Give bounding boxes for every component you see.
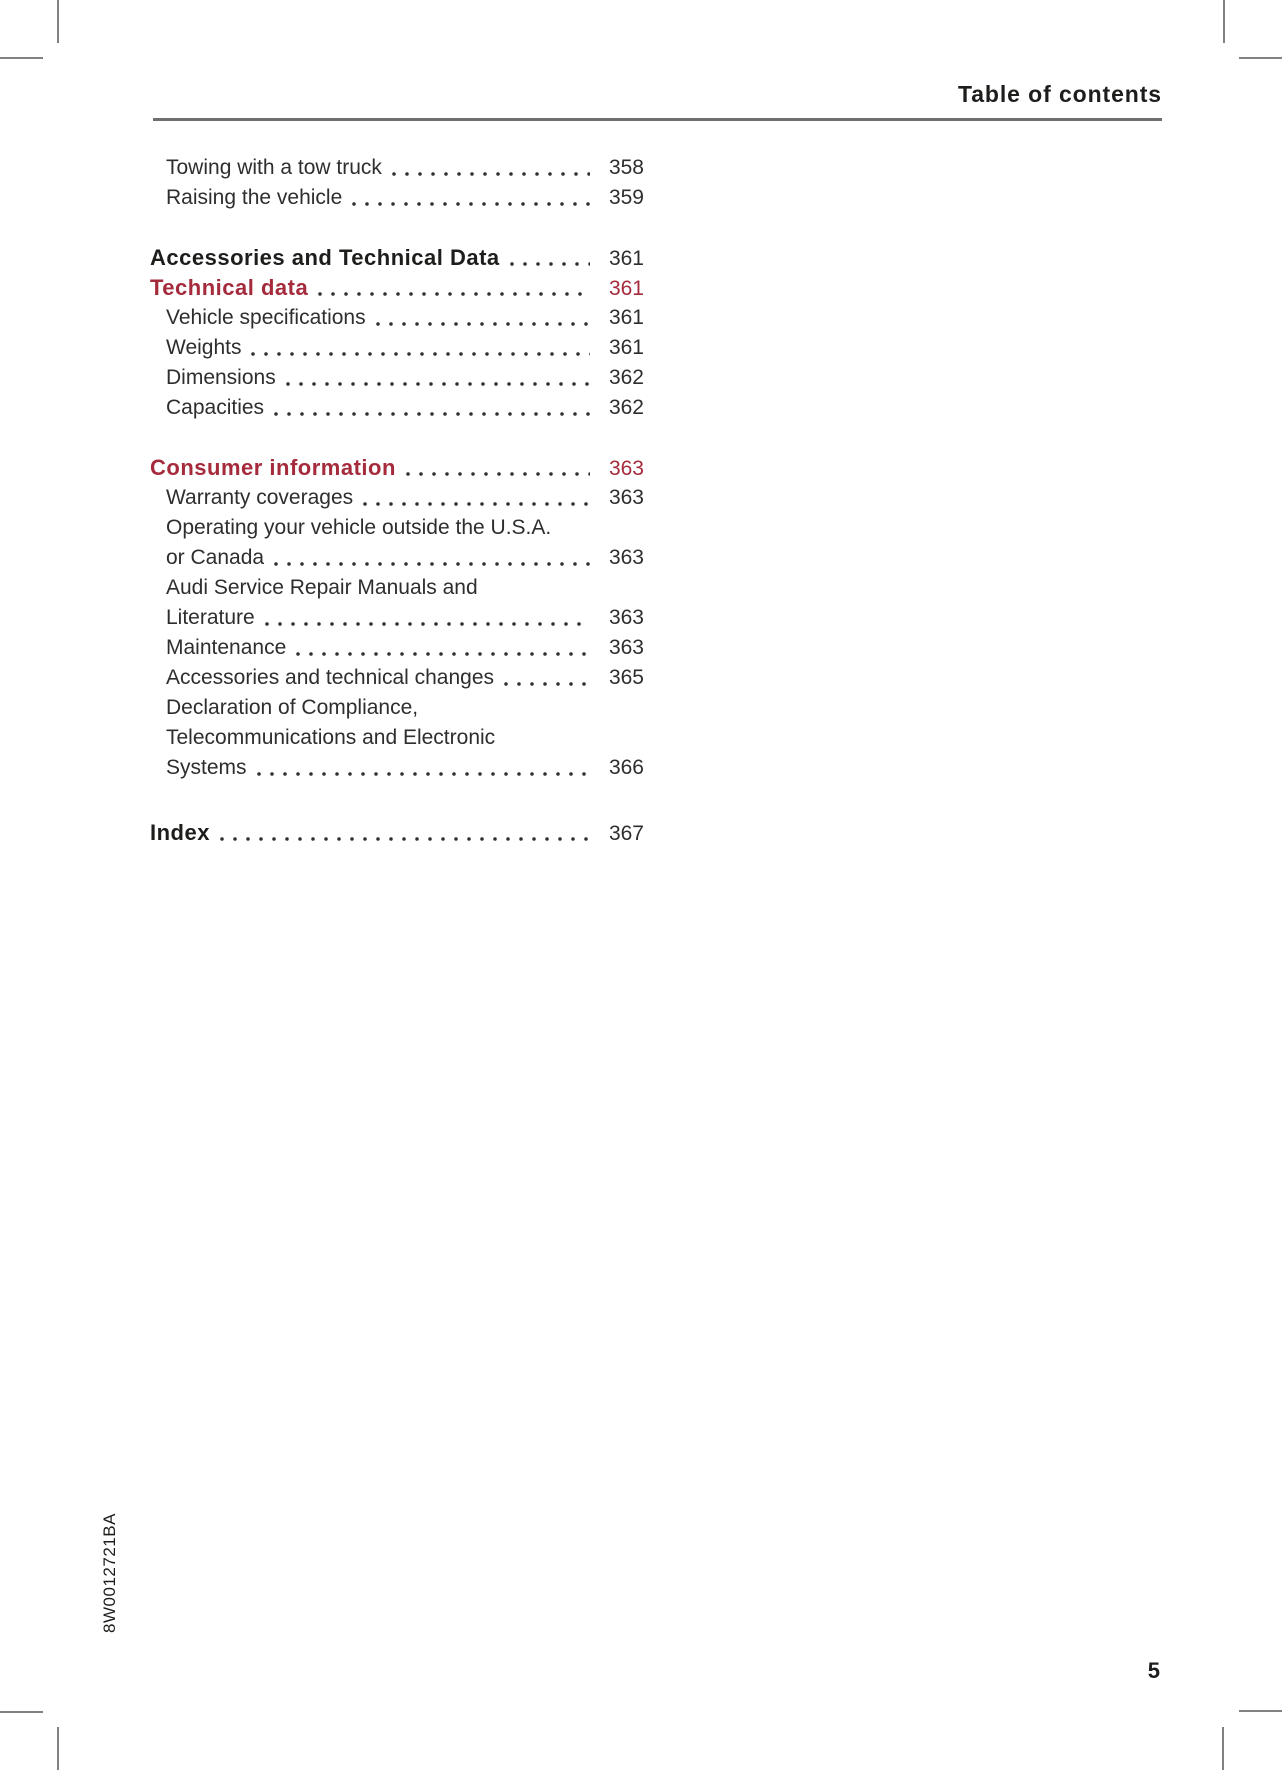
dot-leader	[509, 262, 590, 266]
crop-mark-bottom-left-vertical	[57, 1727, 59, 1770]
toc-entry-page: 361	[608, 336, 644, 359]
dot-leader	[391, 172, 590, 176]
toc-entry-page: 361	[608, 247, 644, 270]
toc-entry: Technical data 361	[150, 273, 644, 303]
toc-entry-page: 362	[608, 366, 644, 389]
toc-entry-label: Raising the vehicle	[166, 186, 343, 209]
toc-entry: Declaration of Compliance,	[150, 693, 644, 723]
crop-mark-top-left-horizontal	[0, 57, 43, 59]
toc-entry-label: Maintenance	[166, 636, 287, 659]
toc-entry: Towing with a tow truck 358	[150, 153, 644, 183]
toc-entry-label: Index	[150, 820, 210, 845]
toc-entry-label: or Canada	[166, 546, 265, 569]
toc-entry: Audi Service Repair Manuals and	[150, 573, 644, 603]
toc-entry: Dimensions 362	[150, 363, 644, 393]
crop-mark-top-left-vertical	[57, 0, 59, 43]
page-title: Table of contents	[958, 81, 1162, 107]
toc-entry: Raising the vehicle 359	[150, 183, 644, 213]
toc-entry: Index 367	[150, 818, 644, 848]
dot-leader	[256, 772, 590, 776]
toc-entry-label: Technical data	[150, 275, 309, 300]
toc-entry-page: 367	[608, 822, 644, 845]
page-number: 5	[1147, 1658, 1160, 1683]
toc-entry-label: Weights	[166, 336, 242, 359]
header-rule	[153, 118, 1162, 121]
dot-leader	[363, 502, 590, 506]
dot-leader	[504, 682, 590, 686]
dot-leader	[285, 382, 590, 386]
part-number: 8W0012721BA	[100, 1513, 119, 1633]
toc-entry-label: Operating your vehicle outside the U.S.A…	[166, 516, 552, 539]
toc-entry-label: Capacities	[166, 396, 265, 419]
toc-entry-page: 365	[608, 666, 644, 689]
toc-entry-page: 359	[608, 186, 644, 209]
dot-leader	[352, 202, 590, 206]
toc-entry-page: 363	[608, 457, 644, 480]
toc-entry-page: 363	[608, 546, 644, 569]
crop-mark-top-right-horizontal	[1239, 57, 1282, 59]
toc-entry: Capacities 362	[150, 393, 644, 423]
toc-entry: Telecommunications and Electronic	[150, 723, 644, 753]
toc-entry-page: 363	[608, 636, 644, 659]
toc-entry-page: 363	[608, 486, 644, 509]
toc-entry: Accessories and Technical Data 361	[150, 243, 644, 273]
dot-leader	[296, 652, 590, 656]
dot-leader	[219, 837, 590, 841]
toc-entry: Accessories and technical changes 365	[150, 663, 644, 693]
toc-entry: Vehicle specifications 361	[150, 303, 644, 333]
dot-leader	[375, 322, 590, 326]
toc-entry: Maintenance 363	[150, 633, 644, 663]
toc-entry: or Canada 363	[150, 543, 644, 573]
toc-entry: Warranty coverages 363	[150, 483, 644, 513]
dot-leader	[251, 352, 590, 356]
toc-entry-page: 358	[608, 156, 644, 179]
toc-entry: Systems 366	[150, 753, 644, 783]
toc-entry-label: Accessories and technical changes	[166, 666, 495, 689]
crop-mark-bottom-right-horizontal	[1239, 1710, 1282, 1712]
toc-entry-page: 363	[608, 606, 644, 629]
toc-entry: Weights 361	[150, 333, 644, 363]
dot-leader	[274, 412, 590, 416]
toc-entry-page: 362	[608, 396, 644, 419]
dot-leader	[318, 292, 590, 296]
toc-entry-page: 361	[608, 306, 644, 329]
page-header: Table of contents	[153, 80, 1162, 108]
toc-entry-label: Dimensions	[166, 366, 276, 389]
toc-entry-label: Towing with a tow truck	[166, 156, 382, 179]
toc-entry-label: Consumer information	[150, 455, 396, 480]
toc-entry-label: Literature	[166, 606, 255, 629]
dot-leader	[264, 622, 590, 626]
toc-entry: Operating your vehicle outside the U.S.A…	[150, 513, 644, 543]
toc-entry-label: Declaration of Compliance,	[166, 696, 419, 719]
crop-mark-bottom-left-horizontal	[0, 1711, 43, 1713]
toc-entry-label: Warranty coverages	[166, 486, 354, 509]
toc-entry-label: Vehicle specifications	[166, 306, 366, 329]
toc-entry: Literature 363	[150, 603, 644, 633]
dot-leader	[274, 562, 590, 566]
crop-mark-top-right-vertical	[1223, 0, 1225, 43]
toc-entry: Consumer information 363	[150, 453, 644, 483]
toc-list: Towing with a tow truck 358 Raising the …	[150, 153, 644, 848]
toc-entry-label: Accessories and Technical Data	[150, 245, 500, 270]
dot-leader	[405, 472, 590, 476]
toc-entry-label: Audi Service Repair Manuals and	[166, 576, 478, 599]
toc-entry-label: Telecommunications and Electronic	[166, 726, 496, 749]
toc-entry-label: Systems	[166, 756, 247, 779]
toc-entry-page: 366	[608, 756, 644, 779]
crop-mark-bottom-right-vertical	[1222, 1727, 1224, 1770]
toc-entry-page: 361	[608, 277, 644, 300]
